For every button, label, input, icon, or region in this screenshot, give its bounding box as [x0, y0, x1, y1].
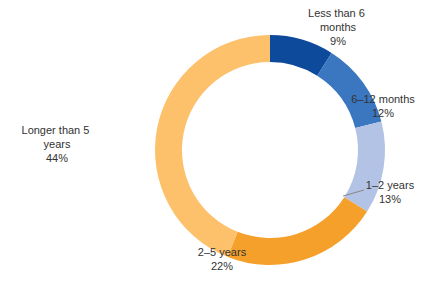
category-label: 1–2 years — [366, 179, 415, 191]
category-label: 2–5 years — [198, 246, 247, 258]
slices — [155, 35, 385, 265]
category-label-line: 1–2 years — [366, 179, 415, 191]
category-label-line: 6–12 months — [351, 93, 415, 105]
category-label-line: years — [44, 138, 71, 150]
category-label: Less than 6 months — [308, 7, 368, 33]
chart: Less than 6 months 9% 6–12 months 12% 1–2 ye… — [0, 0, 427, 306]
value-label: 44% — [46, 152, 68, 164]
slice — [155, 35, 270, 257]
category-label: 6–12 months — [351, 93, 415, 105]
labels: Less than 6 months 9% 6–12 months 12% 1–2 ye… — [22, 7, 416, 272]
slice — [228, 197, 367, 265]
category-label-line: Longer than 5 — [22, 124, 93, 136]
value-label: 13% — [379, 193, 401, 205]
category-label-line: Less than 6 — [308, 7, 368, 19]
leader-line — [343, 190, 364, 196]
value-label: 9% — [330, 35, 346, 47]
category-label: Longer than 5 years — [22, 124, 93, 150]
category-label-line: 2–5 years — [198, 246, 247, 258]
category-label-line: months — [320, 21, 357, 33]
value-label: 22% — [211, 260, 233, 272]
value-label: 12% — [372, 107, 394, 119]
